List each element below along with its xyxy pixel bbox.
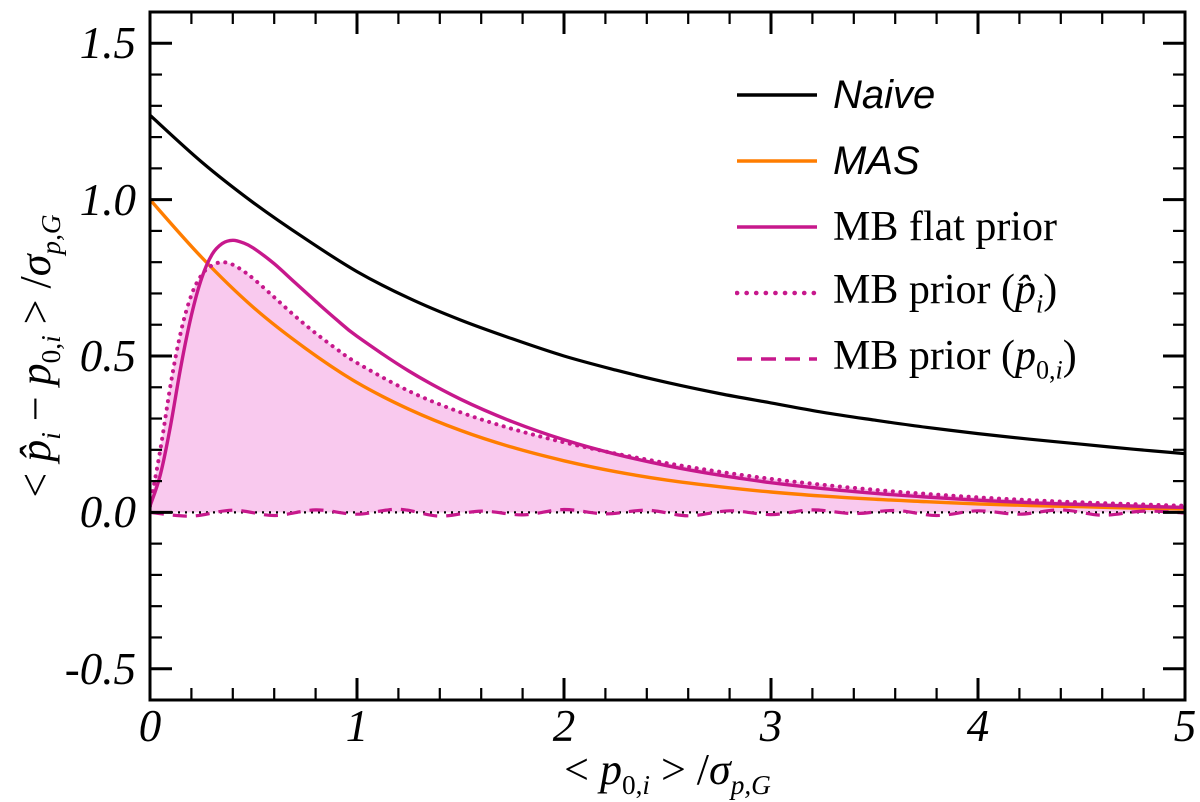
y-tick-label: 1.0 (79, 174, 136, 225)
legend-line-sample-solid (737, 225, 817, 229)
plot-area (150, 114, 1185, 518)
y-tick-label: -0.5 (64, 643, 136, 694)
mb-prior-p0-curve (150, 507, 1185, 518)
legend-label: MB flat prior (833, 204, 1057, 250)
y-tick-label: 0.0 (79, 487, 136, 538)
legend-label: MAS (833, 138, 920, 183)
legend-item-mb-flat-prior: MB flat prior (735, 194, 1077, 260)
y-tick-label: 1.5 (79, 18, 136, 69)
x-tick-label: 3 (759, 701, 783, 751)
mb-prior-phat-curve (150, 260, 1185, 509)
x-tick-label: 0 (138, 701, 162, 751)
legend-line-sample-solid (737, 93, 817, 97)
y-tick-label: 0.5 (79, 331, 136, 381)
legend-label: MB prior (p0,i) (833, 333, 1077, 385)
legend: Naive MAS MB flat prior MB prior (p̂i) MB pr… (735, 62, 1077, 392)
legend-line-sample-solid (737, 159, 817, 163)
legend-line-sample-dashed (737, 357, 817, 361)
legend-item-mas: MAS (735, 128, 1077, 194)
x-tick-label: 1 (345, 701, 369, 751)
axis-ticks (148, 12, 1187, 700)
x-axis-label: < p0,i > /σp,G (564, 745, 771, 800)
legend-line-sample-dotted (735, 290, 819, 296)
x-tick-label: 2 (552, 701, 576, 751)
x-tick-label: 4 (966, 701, 990, 751)
legend-label: MB prior (p̂i) (833, 267, 1058, 319)
legend-item-mb-prior-phat: MB prior (p̂i) (735, 260, 1077, 326)
legend-item-naive: Naive (735, 62, 1077, 128)
mb-flat-prior-curve (150, 238, 1185, 510)
mas-curve (150, 198, 1185, 511)
legend-item-mb-prior-p0: MB prior (p0,i) (735, 326, 1077, 392)
legend-label: Naive (833, 72, 936, 117)
x-tick-label: 5 (1173, 701, 1197, 751)
naive-curve (150, 114, 1185, 456)
y-axis-label: < p̂i − p0,i > /σp,G (11, 214, 66, 498)
mb-prior-phat-fill-region (150, 262, 1185, 513)
